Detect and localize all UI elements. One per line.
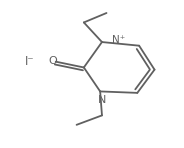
Text: I⁻: I⁻ bbox=[25, 55, 34, 68]
Text: N⁺: N⁺ bbox=[112, 35, 125, 45]
Text: O: O bbox=[48, 56, 57, 66]
Text: N: N bbox=[98, 95, 106, 105]
